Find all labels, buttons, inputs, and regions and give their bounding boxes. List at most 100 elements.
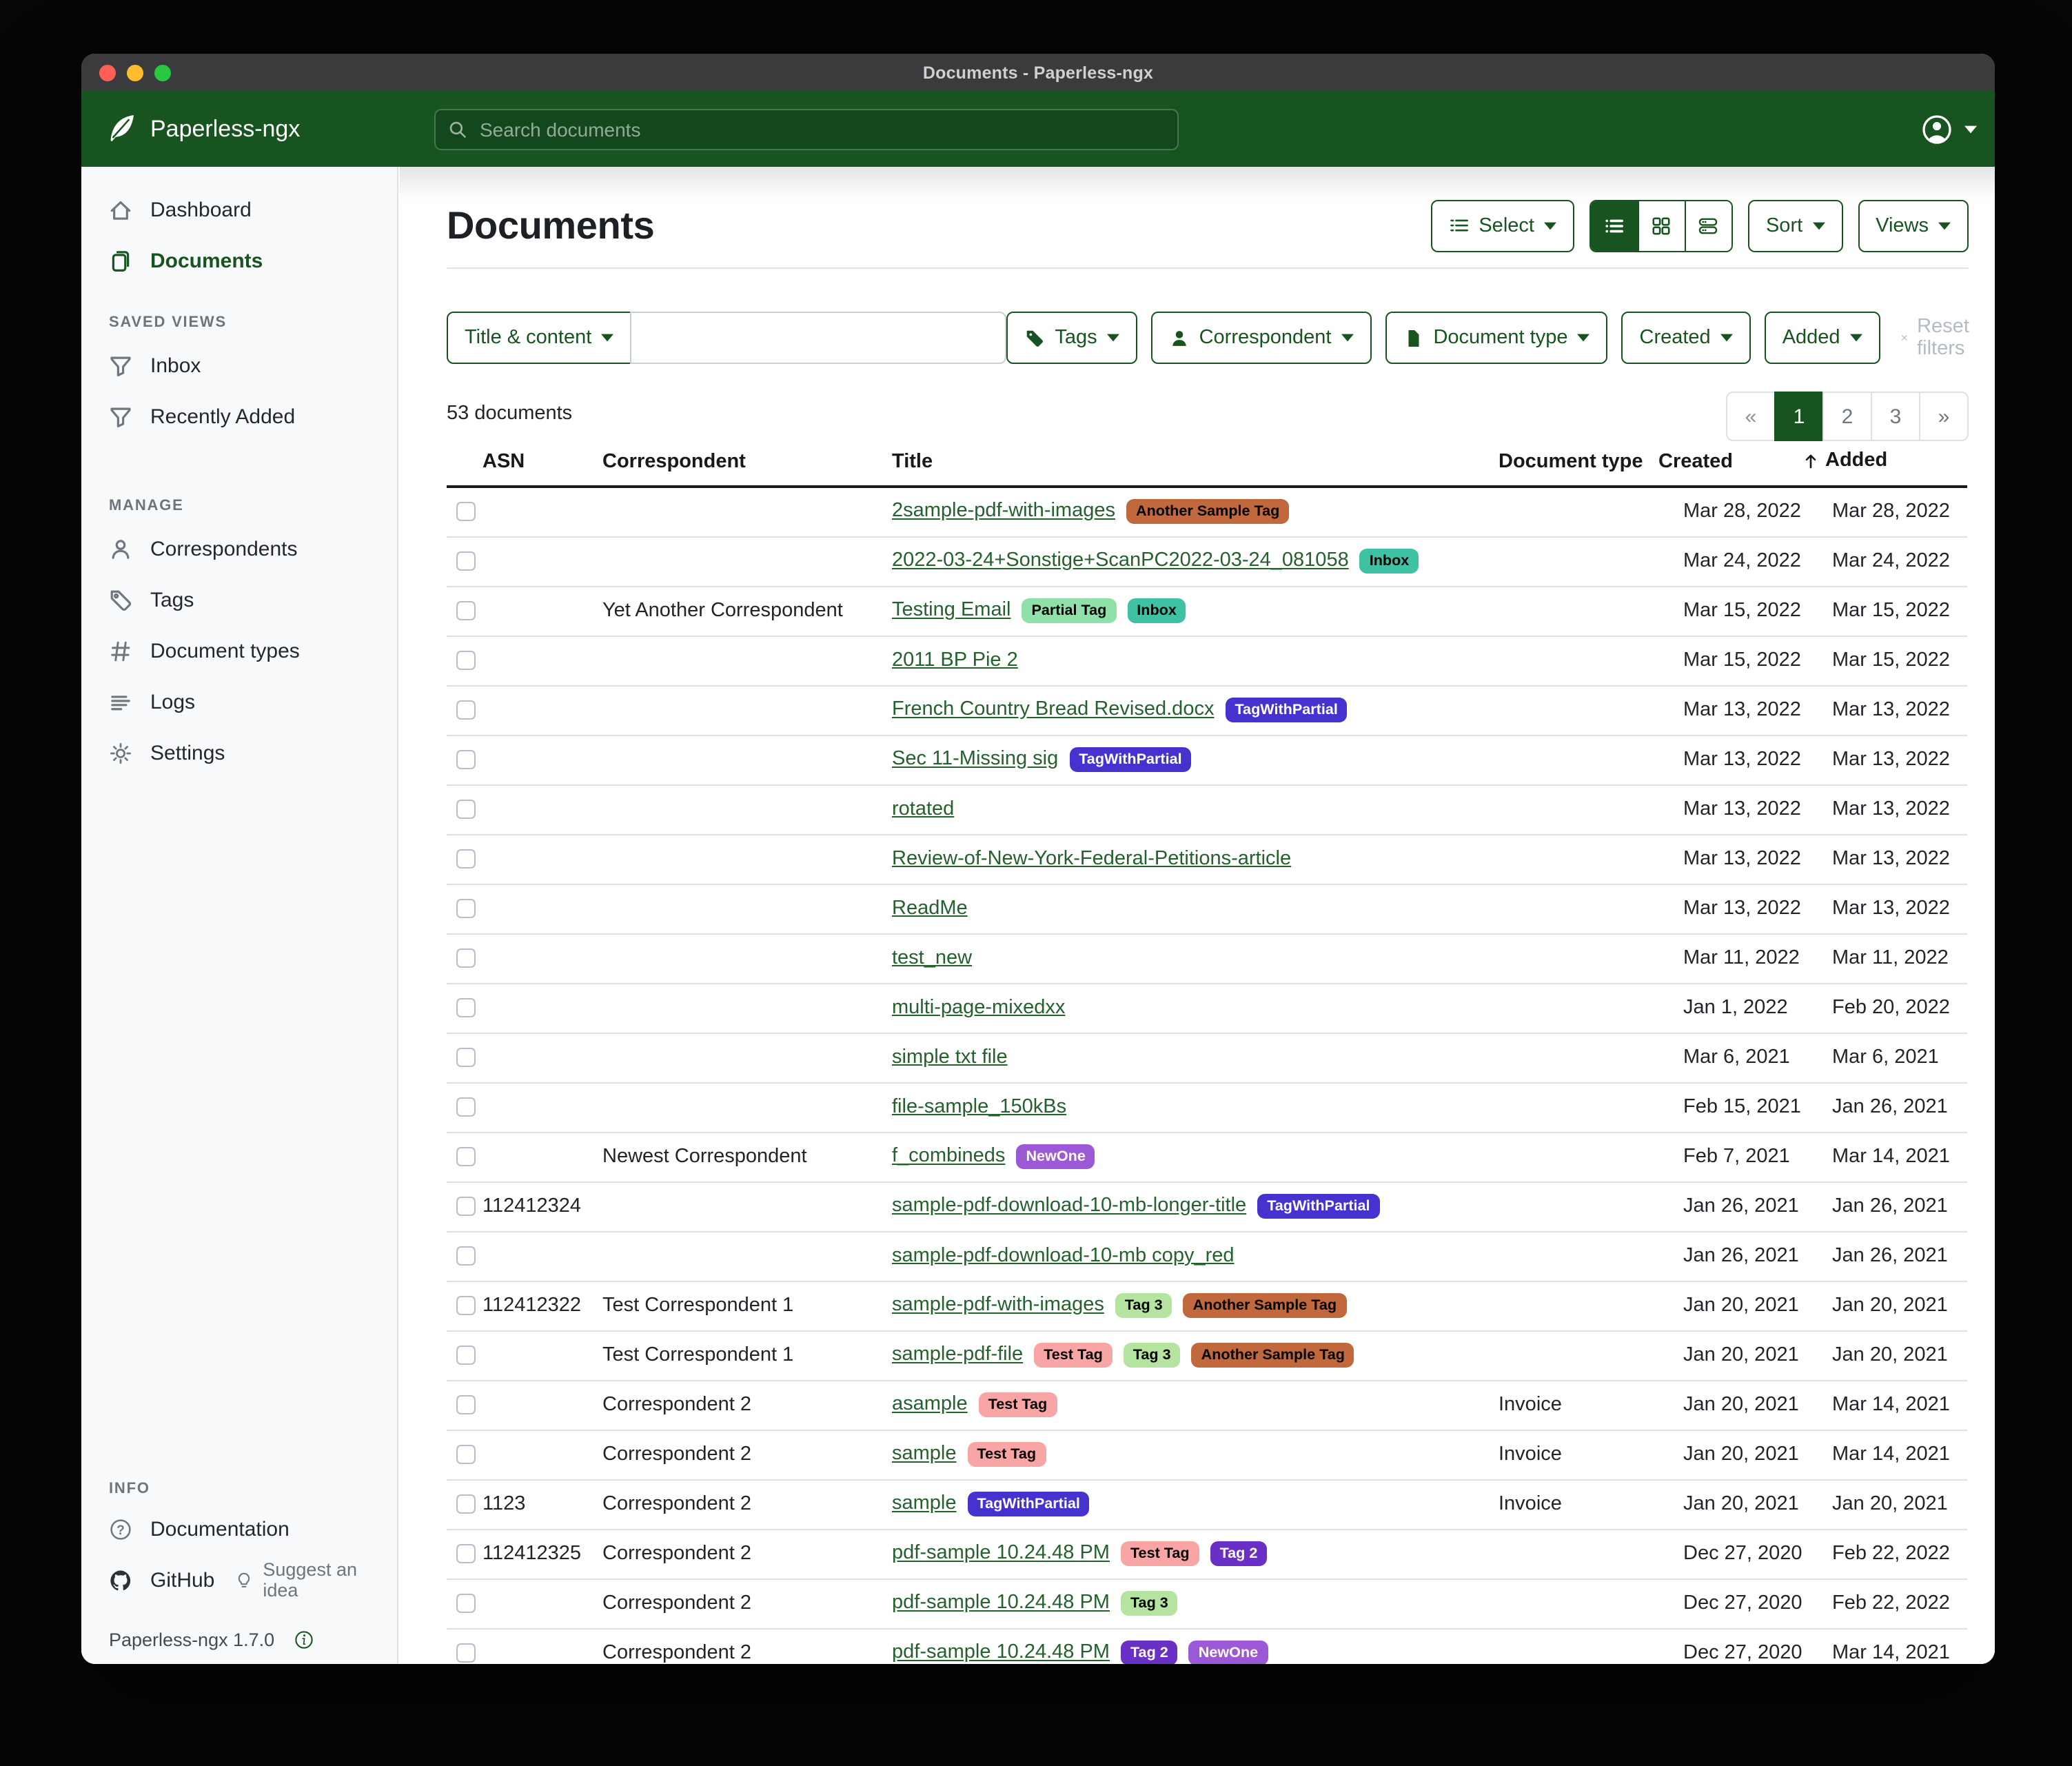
row-checkbox[interactable] [456, 601, 475, 620]
sidebar-item-suggest-idea[interactable]: Suggest an idea [234, 1559, 397, 1601]
page-last-button[interactable]: » [1919, 392, 1969, 441]
filter-correspondent-button[interactable]: Correspondent [1150, 312, 1372, 364]
tag-badge[interactable]: NewOne [1188, 1641, 1268, 1664]
row-checkbox[interactable] [456, 800, 475, 819]
tag-badge[interactable]: TagWithPartial [1069, 747, 1192, 772]
sidebar-item-recently-added[interactable]: Recently Added [81, 396, 397, 437]
info-circle-icon[interactable] [294, 1630, 314, 1650]
document-title-link[interactable]: pdf-sample 10.24.48 PM [892, 1542, 1110, 1565]
document-title-link[interactable]: sample [892, 1443, 957, 1465]
filter-added-button[interactable]: Added [1764, 312, 1880, 364]
row-checkbox[interactable] [456, 651, 475, 670]
tag-badge[interactable]: Inbox [1359, 549, 1419, 574]
page-3-button[interactable]: 3 [1871, 392, 1920, 441]
sidebar-item-settings[interactable]: Settings [81, 732, 397, 773]
views-button[interactable]: Views [1858, 199, 1969, 252]
document-title-link[interactable]: sample-pdf-file [892, 1343, 1024, 1366]
document-title-link[interactable]: 2022-03-24+Sonstige+ScanPC2022-03-24_081… [892, 549, 1349, 572]
tag-badge[interactable]: Tag 2 [1210, 1541, 1268, 1566]
document-title-link[interactable]: test_new [892, 947, 973, 969]
filter-field-button[interactable]: Title & content [447, 312, 632, 364]
document-title-link[interactable]: sample-pdf-download-10-mb-longer-title [892, 1195, 1247, 1217]
zoom-window-button[interactable] [154, 64, 171, 81]
sidebar-item-documentation[interactable]: ? Documentation [81, 1508, 397, 1550]
filter-tags-button[interactable]: Tags [1006, 312, 1137, 364]
filter-document-type-button[interactable]: Document type [1385, 312, 1608, 364]
tag-badge[interactable]: NewOne [1016, 1144, 1095, 1169]
document-title-link[interactable]: file-sample_150kBs [892, 1096, 1067, 1118]
row-checkbox[interactable] [456, 700, 475, 720]
document-title-link[interactable]: pdf-sample 10.24.48 PM [892, 1592, 1110, 1614]
document-title-link[interactable]: Review-of-New-York-Federal-Petitions-art… [892, 848, 1292, 870]
filter-text-input[interactable] [630, 312, 1007, 364]
row-checkbox[interactable] [456, 1097, 475, 1117]
row-checkbox[interactable] [456, 1246, 475, 1266]
page-2-button[interactable]: 2 [1822, 392, 1872, 441]
tag-badge[interactable]: Partial Tag [1022, 598, 1117, 623]
row-checkbox[interactable] [456, 1643, 475, 1663]
row-checkbox[interactable] [456, 1048, 475, 1067]
search-input[interactable] [477, 116, 1165, 141]
document-title-link[interactable]: Sec 11-Missing sig [892, 748, 1059, 771]
document-title-link[interactable]: ReadMe [892, 897, 968, 920]
document-title-link[interactable]: 2sample-pdf-with-images [892, 500, 1115, 522]
tag-badge[interactable]: Inbox [1127, 598, 1186, 623]
document-title-link[interactable]: pdf-sample 10.24.48 PM [892, 1641, 1110, 1664]
tag-badge[interactable]: TagWithPartial [1257, 1194, 1380, 1219]
minimize-window-button[interactable] [127, 64, 143, 81]
tag-badge[interactable]: Tag 3 [1115, 1293, 1172, 1318]
tag-badge[interactable]: Another Sample Tag [1126, 499, 1290, 524]
tag-badge[interactable]: Test Tag [1034, 1343, 1113, 1368]
column-header-correspondent[interactable]: Correspondent [602, 447, 892, 487]
tag-badge[interactable]: Tag 2 [1120, 1641, 1178, 1664]
row-checkbox[interactable] [456, 849, 475, 869]
sidebar-item-logs[interactable]: Logs [81, 681, 397, 722]
row-checkbox[interactable] [456, 1296, 475, 1315]
sidebar-item-inbox[interactable]: Inbox [81, 345, 397, 386]
sidebar-item-document-types[interactable]: Document types [81, 630, 397, 671]
row-checkbox[interactable] [456, 1346, 475, 1365]
sort-button[interactable]: Sort [1747, 199, 1843, 252]
column-header-document-type[interactable]: Document type [1499, 447, 1658, 487]
view-list-button[interactable] [1590, 201, 1638, 250]
row-checkbox[interactable] [456, 1147, 475, 1166]
document-title-link[interactable]: simple txt file [892, 1046, 1008, 1068]
tag-badge[interactable]: Tag 3 [1123, 1343, 1181, 1368]
row-checkbox[interactable] [456, 998, 475, 1017]
document-title-link[interactable]: sample [892, 1492, 957, 1515]
view-grid-button[interactable] [1637, 201, 1685, 250]
page-1-button[interactable]: 1 [1774, 392, 1824, 441]
row-checkbox[interactable] [456, 551, 475, 571]
page-first-button[interactable]: « [1726, 392, 1776, 441]
select-button[interactable]: Select [1430, 199, 1574, 252]
document-title-link[interactable]: asample [892, 1393, 968, 1416]
tag-badge[interactable]: TagWithPartial [967, 1492, 1090, 1516]
column-header-asn[interactable]: ASN [483, 447, 602, 487]
document-title-link[interactable]: f_combineds [892, 1145, 1006, 1168]
row-checkbox[interactable] [456, 1494, 475, 1514]
column-header-added[interactable]: Added [1802, 447, 1967, 487]
close-window-button[interactable] [99, 64, 116, 81]
row-checkbox[interactable] [456, 1197, 475, 1216]
row-checkbox[interactable] [456, 1395, 475, 1414]
view-detail-button[interactable] [1684, 201, 1731, 250]
document-title-link[interactable]: rotated [892, 798, 955, 820]
sidebar-item-documents[interactable]: Documents [81, 240, 397, 281]
column-header-title[interactable]: Title [892, 447, 1499, 487]
document-title-link[interactable]: sample-pdf-download-10-mb copy_red [892, 1245, 1235, 1267]
row-checkbox[interactable] [456, 502, 475, 521]
tag-badge[interactable]: Another Sample Tag [1191, 1343, 1354, 1368]
row-checkbox[interactable] [456, 1594, 475, 1613]
document-title-link[interactable]: multi-page-mixedxx [892, 997, 1066, 1019]
tag-badge[interactable]: Test Tag [1120, 1541, 1199, 1566]
document-title-link[interactable]: sample-pdf-with-images [892, 1294, 1104, 1317]
filter-created-button[interactable]: Created [1621, 312, 1751, 364]
row-checkbox[interactable] [456, 750, 475, 769]
tag-badge[interactable]: Tag 3 [1120, 1591, 1178, 1616]
sidebar-item-correspondents[interactable]: Correspondents [81, 528, 397, 569]
row-checkbox[interactable] [456, 948, 475, 968]
document-title-link[interactable]: Testing Email [892, 599, 1011, 622]
user-menu[interactable] [1922, 91, 1977, 167]
tag-badge[interactable]: Another Sample Tag [1183, 1293, 1347, 1318]
row-checkbox[interactable] [456, 1544, 475, 1563]
